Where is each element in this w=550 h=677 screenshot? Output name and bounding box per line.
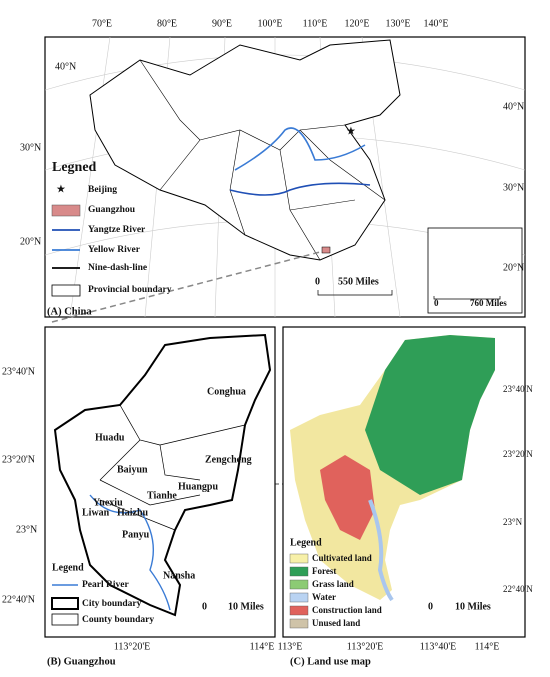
guangzhou-marker — [321, 246, 331, 254]
guangzhou-outline — [53, 333, 272, 617]
legend-title: Legend — [290, 537, 322, 548]
legend-label: Water — [312, 592, 336, 602]
lat-label: 40°N — [55, 61, 76, 72]
lat-label: 23°40'N — [2, 366, 35, 377]
legend-label: Nine-dash-line — [88, 263, 147, 273]
provincial-boundaries — [139, 59, 386, 261]
legend-label: Construction land — [312, 605, 382, 615]
scale-label: 0 — [315, 276, 320, 287]
district-label: Conghua — [207, 386, 246, 397]
scale-label: 0 — [202, 601, 207, 612]
lat-label: 40°N — [503, 101, 524, 112]
legend-label: City boundary — [82, 599, 142, 609]
legend-label: Unused land — [312, 618, 360, 628]
lon-label: 90°E — [212, 18, 232, 29]
lon-label: 113°40'E — [420, 641, 457, 652]
scale-label: 10 Miles — [228, 601, 264, 612]
lat-label: 23°40'N — [503, 384, 533, 394]
forest-area — [365, 335, 495, 495]
legend-label: Cultivated land — [312, 553, 372, 563]
caption: (A) China — [47, 306, 92, 317]
legend-label: Yangtze River — [88, 225, 146, 235]
district-label: Tianhe — [147, 490, 177, 501]
yellow-river — [234, 127, 366, 171]
district-label: Baiyun — [117, 464, 148, 475]
district-label: Nansha — [163, 570, 195, 581]
scale-label: 760 Miles — [470, 298, 507, 308]
district-label: Haizhu — [117, 507, 149, 518]
legend-city — [51, 597, 79, 610]
lat-label: 23°20'N — [2, 454, 35, 465]
district-label: Panyu — [122, 529, 150, 540]
lat-label: 20°N — [20, 236, 41, 247]
lon-label: 113°20'E — [347, 641, 384, 652]
district-label: Zengcheng — [205, 454, 252, 465]
lon-label: 113°20'E — [114, 641, 151, 652]
legend-a-symbols: ★ — [51, 184, 81, 297]
legend-title: Legned — [52, 160, 97, 175]
caption: (B) Guangzhou — [47, 656, 116, 667]
legend-c-swatches — [289, 553, 309, 629]
lon-label: 113°E — [278, 641, 303, 652]
legend-label: Guangzhou — [88, 205, 136, 215]
scale-label: 550 Miles — [338, 276, 379, 287]
district-label: Huangpu — [178, 481, 218, 492]
yangtze-river — [229, 182, 371, 196]
pearl-river — [89, 494, 171, 611]
district-label: Yuexiu — [93, 497, 123, 508]
county-boundaries — [99, 404, 246, 531]
lon-label: 120°E — [344, 18, 369, 29]
legend-label: Yellow River — [88, 245, 141, 255]
scale-label: 10 Miles — [455, 601, 491, 612]
lon-label: 100°E — [257, 18, 282, 29]
district-label: Huadu — [95, 432, 125, 443]
lon-label: 114°E — [475, 641, 500, 652]
lat-label: 22°40'N — [503, 584, 533, 594]
scale-label: 0 — [428, 601, 433, 612]
legend-county — [51, 613, 79, 626]
construction-area — [320, 455, 375, 540]
lat-label: 23°N — [16, 524, 37, 535]
lat-label: 23°N — [503, 517, 523, 527]
district-label: Liwan — [82, 507, 110, 518]
lon-label: 80°E — [157, 18, 177, 29]
legend-label: Forest — [312, 566, 336, 576]
water-area — [368, 499, 394, 602]
beijing-marker: ★ — [346, 126, 356, 138]
lat-label: 20°N — [503, 262, 524, 273]
lon-label: 110°E — [303, 18, 328, 29]
legend-label: County boundary — [82, 615, 154, 625]
connector — [51, 251, 321, 323]
caption: (C) Land use map — [290, 656, 371, 667]
lon-label: 140°E — [423, 18, 448, 29]
lon-label: 130°E — [385, 18, 410, 29]
legend-label: Provincial boundary — [88, 285, 172, 295]
lat-label: 23°20'N — [503, 449, 533, 459]
lat-label: 30°N — [503, 182, 524, 193]
scale-label: 0 — [434, 298, 439, 308]
lon-label: 70°E — [92, 18, 112, 29]
legend-label: Pearl River — [82, 580, 129, 590]
svg-text:★: ★ — [56, 184, 66, 196]
legend-label: Grass land — [312, 579, 354, 589]
legend-title: Legend — [52, 562, 84, 573]
lat-label: 22°40'N — [2, 594, 35, 605]
lat-label: 30°N — [20, 142, 41, 153]
lon-label: 114°E — [250, 641, 275, 652]
legend-label: Beijing — [88, 185, 117, 195]
